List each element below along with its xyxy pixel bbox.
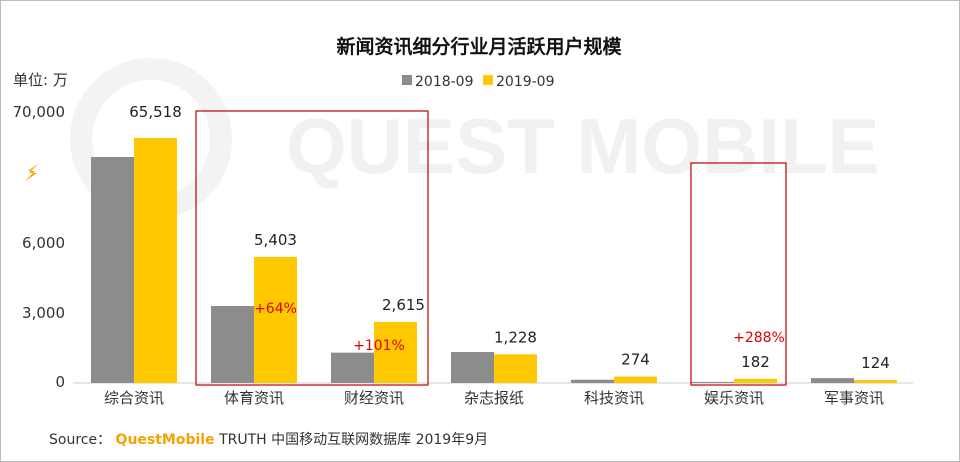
- source-detail: TRUTH 中国移动互联网数据库 2019年9月: [219, 432, 489, 448]
- bars-group: [91, 138, 897, 383]
- growth-label-5: +288%: [733, 330, 785, 346]
- data-label-2019-5: 182: [741, 353, 770, 371]
- data-label-2019-3: 1,228: [494, 328, 537, 346]
- source-note: Source： QuestMobile TRUTH 中国移动互联网数据库 201…: [49, 429, 488, 449]
- bar-2018-6: [811, 378, 854, 383]
- legend-swatch-2019: [483, 75, 493, 85]
- growth-label-2: +101%: [353, 338, 405, 354]
- growth-label-1: +64%: [254, 301, 297, 317]
- highlight-box-0: [195, 110, 429, 386]
- data-label-2019-4: 274: [621, 351, 650, 369]
- y-tick-0: 0: [55, 373, 65, 391]
- legend-swatch-2018: [402, 75, 412, 85]
- bar-2018-2: [331, 352, 374, 383]
- x-category-4: 科技资讯: [584, 389, 644, 407]
- bar-2019-3: [494, 354, 537, 383]
- x-category-2: 财经资讯: [344, 389, 404, 407]
- bar-2019-5: [734, 378, 777, 383]
- bar-2018-4: [571, 379, 614, 383]
- watermark-text: QUEST MOBILE: [286, 102, 880, 190]
- axis-break-icon: [25, 163, 39, 181]
- bar-2019-1: [254, 256, 297, 383]
- highlight-box-1: [690, 162, 787, 386]
- bar-2018-3: [451, 351, 494, 383]
- x-category-0: 综合资讯: [104, 389, 164, 407]
- x-category-1: 体育资讯: [224, 389, 284, 407]
- x-category-3: 杂志报纸: [464, 389, 524, 407]
- data-label-2019-2: 2,615: [382, 296, 425, 314]
- legend: 2018-09 2019-09: [402, 74, 555, 90]
- bar-2018-5: [691, 381, 734, 383]
- data-label-2019-6: 124: [861, 354, 890, 372]
- labels-group: 65,518 综合资讯 5,403 +64% 体育资讯 2,615 +101% 财经资讯 1,2…: [104, 103, 890, 407]
- x-category-5: 娱乐资讯: [704, 389, 764, 407]
- bar-2019-6: [854, 380, 897, 383]
- y-tick-70000: 70,000: [13, 103, 66, 121]
- bar-2019-2: [374, 321, 417, 383]
- highlight-boxes: [195, 110, 787, 386]
- bar-2019-4: [614, 376, 657, 383]
- legend-label-2018: 2018-09: [415, 74, 474, 90]
- bar-2018-1: [211, 306, 254, 383]
- bar-2019-0: [134, 138, 177, 383]
- source-prefix: Source：: [49, 432, 112, 448]
- x-category-6: 军事资讯: [824, 389, 884, 407]
- legend-label-2019: 2019-09: [496, 74, 555, 90]
- y-tick-3000: 3,000: [22, 304, 65, 322]
- bar-2018-0: [91, 157, 134, 383]
- chart-title: 新闻资讯细分行业月活跃用户规模: [336, 35, 622, 58]
- data-label-2019-0: 65,518: [129, 103, 182, 121]
- watermark: QUEST MOBILE: [70, 58, 880, 220]
- unit-label: 单位: 万: [13, 71, 68, 89]
- data-label-2019-1: 5,403: [254, 231, 297, 249]
- questmobile-brand: QuestMobile: [115, 432, 215, 448]
- y-tick-6000: 6,000: [22, 234, 65, 252]
